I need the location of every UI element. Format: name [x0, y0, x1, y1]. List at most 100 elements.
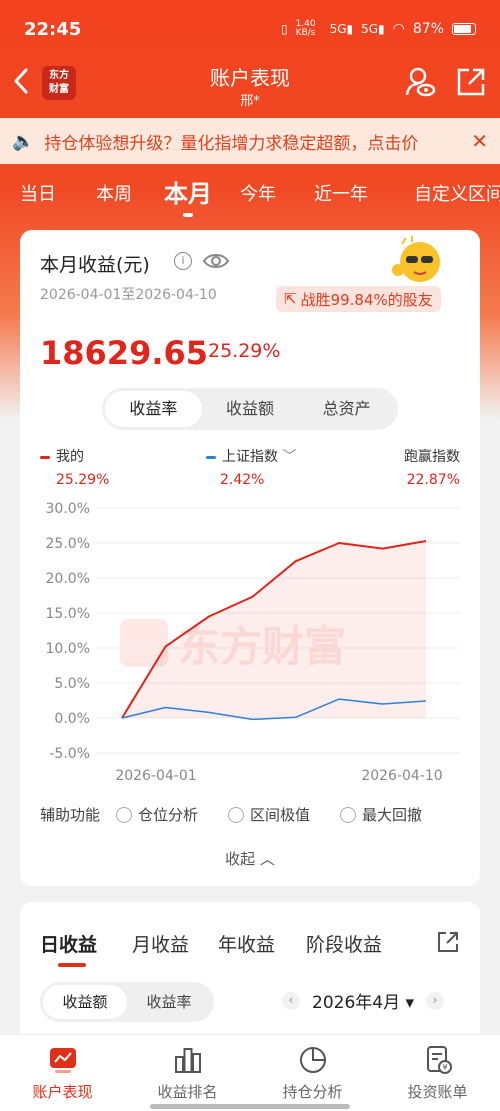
metric-tab-amount[interactable]: 收益额 [226, 399, 275, 418]
y-tick-label: 10.0% [46, 641, 90, 657]
return-chart: 30.0% 25.0% 20.0% 15.0% 10.0% 5.0% 0.0% -5.0% 20… [46, 501, 460, 784]
status-time: 22:45 [24, 18, 82, 40]
aux-functions: 辅助功能 仓位分析 区间极值 最大回撤 [40, 804, 470, 825]
y-tick-label: 20.0% [46, 571, 90, 587]
mascot-image [388, 236, 446, 286]
legend-index[interactable]: 上证指数 ﹀ 2.42% [206, 446, 296, 488]
option-position-analysis[interactable]: 仓位分析 [116, 804, 198, 825]
bottom-nav-label: 投资账单 [407, 1083, 468, 1101]
profit-percent: 25.29% [208, 340, 281, 362]
y-tick-label: 0.0% [54, 711, 90, 727]
date-range: 2026-04-01至2026-04-10 [40, 287, 217, 303]
y-tick-label: 15.0% [46, 606, 90, 622]
legend-dot-mine [40, 455, 50, 459]
metric-segment: 收益率 收益额 总资产 [102, 388, 398, 430]
y-tick-label: -5.0% [49, 746, 90, 762]
summary-card: 本月收益(元) i 2026-04-01至2026-04-10 ⇱ 战胜99.8… [20, 230, 480, 886]
beat-text: 战胜99.84%的股友 [300, 290, 433, 309]
legend-value-mine: 25.29% [56, 472, 110, 488]
legend-value-index: 2.42% [220, 472, 265, 488]
profit-amount: 18629.65 [40, 334, 209, 372]
vibrate-icon: ▯ [280, 22, 288, 36]
legend-dot-index [206, 455, 216, 459]
radio-icon [340, 806, 357, 823]
metric-tab-rate[interactable]: 收益率 [105, 391, 202, 427]
option-max-drawdown[interactable]: 最大回撤 [340, 804, 422, 825]
tab-yearly-income[interactable]: 年收益 [218, 934, 276, 956]
promo-notice[interactable]: 🔈 持仓体验想升级？量化指增力求稳定超额，点击价 ✕ [0, 118, 500, 164]
tab-week[interactable]: 本周 [96, 184, 132, 205]
signal-icon: 5G▮ [329, 22, 354, 36]
legend-outperform: 跑赢指数 22.87% [20, 446, 460, 488]
series-line-mine [121, 539, 427, 719]
bottom-nav-performance[interactable]: 账户表现 [0, 1035, 125, 1111]
aux-label: 辅助功能 [40, 806, 101, 824]
nav-bar: 东方 财富 账户表现 邢* [0, 58, 500, 109]
legend-label-index: 上证指数 [222, 449, 278, 465]
back-icon[interactable] [12, 66, 30, 102]
income-seg-amount[interactable]: 收益额 [43, 985, 127, 1019]
series-line-index [121, 698, 427, 721]
income-seg-rate[interactable]: 收益率 [146, 993, 192, 1011]
battery-percent: 87% [412, 21, 444, 37]
radio-icon [116, 806, 133, 823]
bottom-nav-ranking[interactable]: 收益排名 [125, 1035, 250, 1111]
tab-daily-income[interactable]: 日收益 [40, 930, 97, 967]
status-bar: 22:45 ▯ 1.40 KB/s 5G▮ 5G▮ ◠ 87% [0, 0, 500, 58]
legend-label-mine: 我的 [56, 449, 84, 465]
metric-tab-assets[interactable]: 总资产 [322, 399, 371, 418]
speaker-icon: 🔈 [12, 130, 35, 152]
info-icon[interactable]: i [174, 252, 192, 270]
bill-icon: ¥ [422, 1045, 454, 1075]
pie-chart-icon [297, 1045, 329, 1075]
notice-text[interactable]: 持仓体验想升级？量化指增力求稳定超额，点击价 [44, 133, 419, 154]
y-tick-label: 5.0% [54, 676, 90, 692]
legend-label-outperform: 跑赢指数 [404, 449, 460, 465]
tab-year[interactable]: 今年 [240, 184, 276, 205]
share-small-icon: ⇱ [284, 290, 297, 308]
app-logo: 东方 财富 [42, 66, 76, 100]
income-card: 日收益 月收益 年收益 阶段收益 收益额 收益率 ‹ 2026年4月 ▾ › [20, 902, 480, 1042]
x-tick-label: 2026-04-01 [115, 768, 196, 784]
tab-monthly-income[interactable]: 月收益 [132, 934, 190, 956]
bottom-nav-holdings[interactable]: 持仓分析 [250, 1035, 375, 1111]
beat-badge[interactable]: ⇱ 战胜99.84%的股友 [276, 286, 441, 312]
bottom-nav-bill[interactable]: ¥ 投资账单 [375, 1035, 500, 1111]
legend-value-outperform: 22.87% [406, 472, 460, 488]
home-indicator [150, 1104, 350, 1109]
bottom-nav-label: 收益排名 [157, 1083, 218, 1101]
close-icon[interactable]: ✕ [471, 129, 488, 153]
tab-month[interactable]: 本月 [164, 174, 212, 217]
tab-custom[interactable]: 自定义区间 [414, 184, 500, 205]
bottom-nav: 账户表现 收益排名 持仓分析 ¥ 投资账单 [0, 1034, 500, 1111]
signal-icon-2: 5G▮ [361, 22, 385, 36]
tab-today[interactable]: 当日 [20, 184, 56, 205]
next-month-icon[interactable]: › [426, 991, 445, 1010]
month-label[interactable]: 2026年4月 ▾ [312, 993, 415, 1013]
share-icon[interactable] [436, 930, 460, 954]
x-tick-label: 2026-04-10 [361, 768, 442, 784]
user-view-icon[interactable] [404, 66, 436, 98]
prev-month-icon[interactable]: ‹ [282, 991, 300, 1010]
income-segment: 收益额 收益率 [40, 982, 214, 1022]
option-range-extreme[interactable]: 区间极值 [228, 804, 310, 825]
eye-icon[interactable] [202, 250, 230, 272]
share-icon[interactable] [455, 66, 487, 98]
month-selector: ‹ 2026年4月 ▾ › [282, 988, 445, 1013]
period-tabs: 当日 本周 本月 今年 近一年 自定义区间 [0, 168, 500, 218]
tab-one-year[interactable]: 近一年 [314, 184, 368, 205]
option-label: 仓位分析 [138, 806, 199, 824]
radio-icon [228, 806, 245, 823]
wifi-icon: ◠ [392, 21, 405, 37]
chevron-down-icon: ﹀ [278, 449, 297, 465]
collapse-button[interactable]: 收起 ︿ [225, 850, 275, 868]
chart-card-icon [47, 1045, 79, 1075]
account-name: 邢* [240, 94, 260, 109]
y-tick-label: 30.0% [46, 501, 90, 517]
card-title: 本月收益(元) [40, 254, 150, 276]
bottom-nav-label: 持仓分析 [282, 1083, 343, 1101]
option-label: 区间极值 [250, 806, 311, 824]
legend-mine: 我的 25.29% [40, 446, 109, 488]
net-speed: 1.40 KB/s [295, 19, 316, 38]
tab-stage-income[interactable]: 阶段收益 [306, 934, 383, 956]
